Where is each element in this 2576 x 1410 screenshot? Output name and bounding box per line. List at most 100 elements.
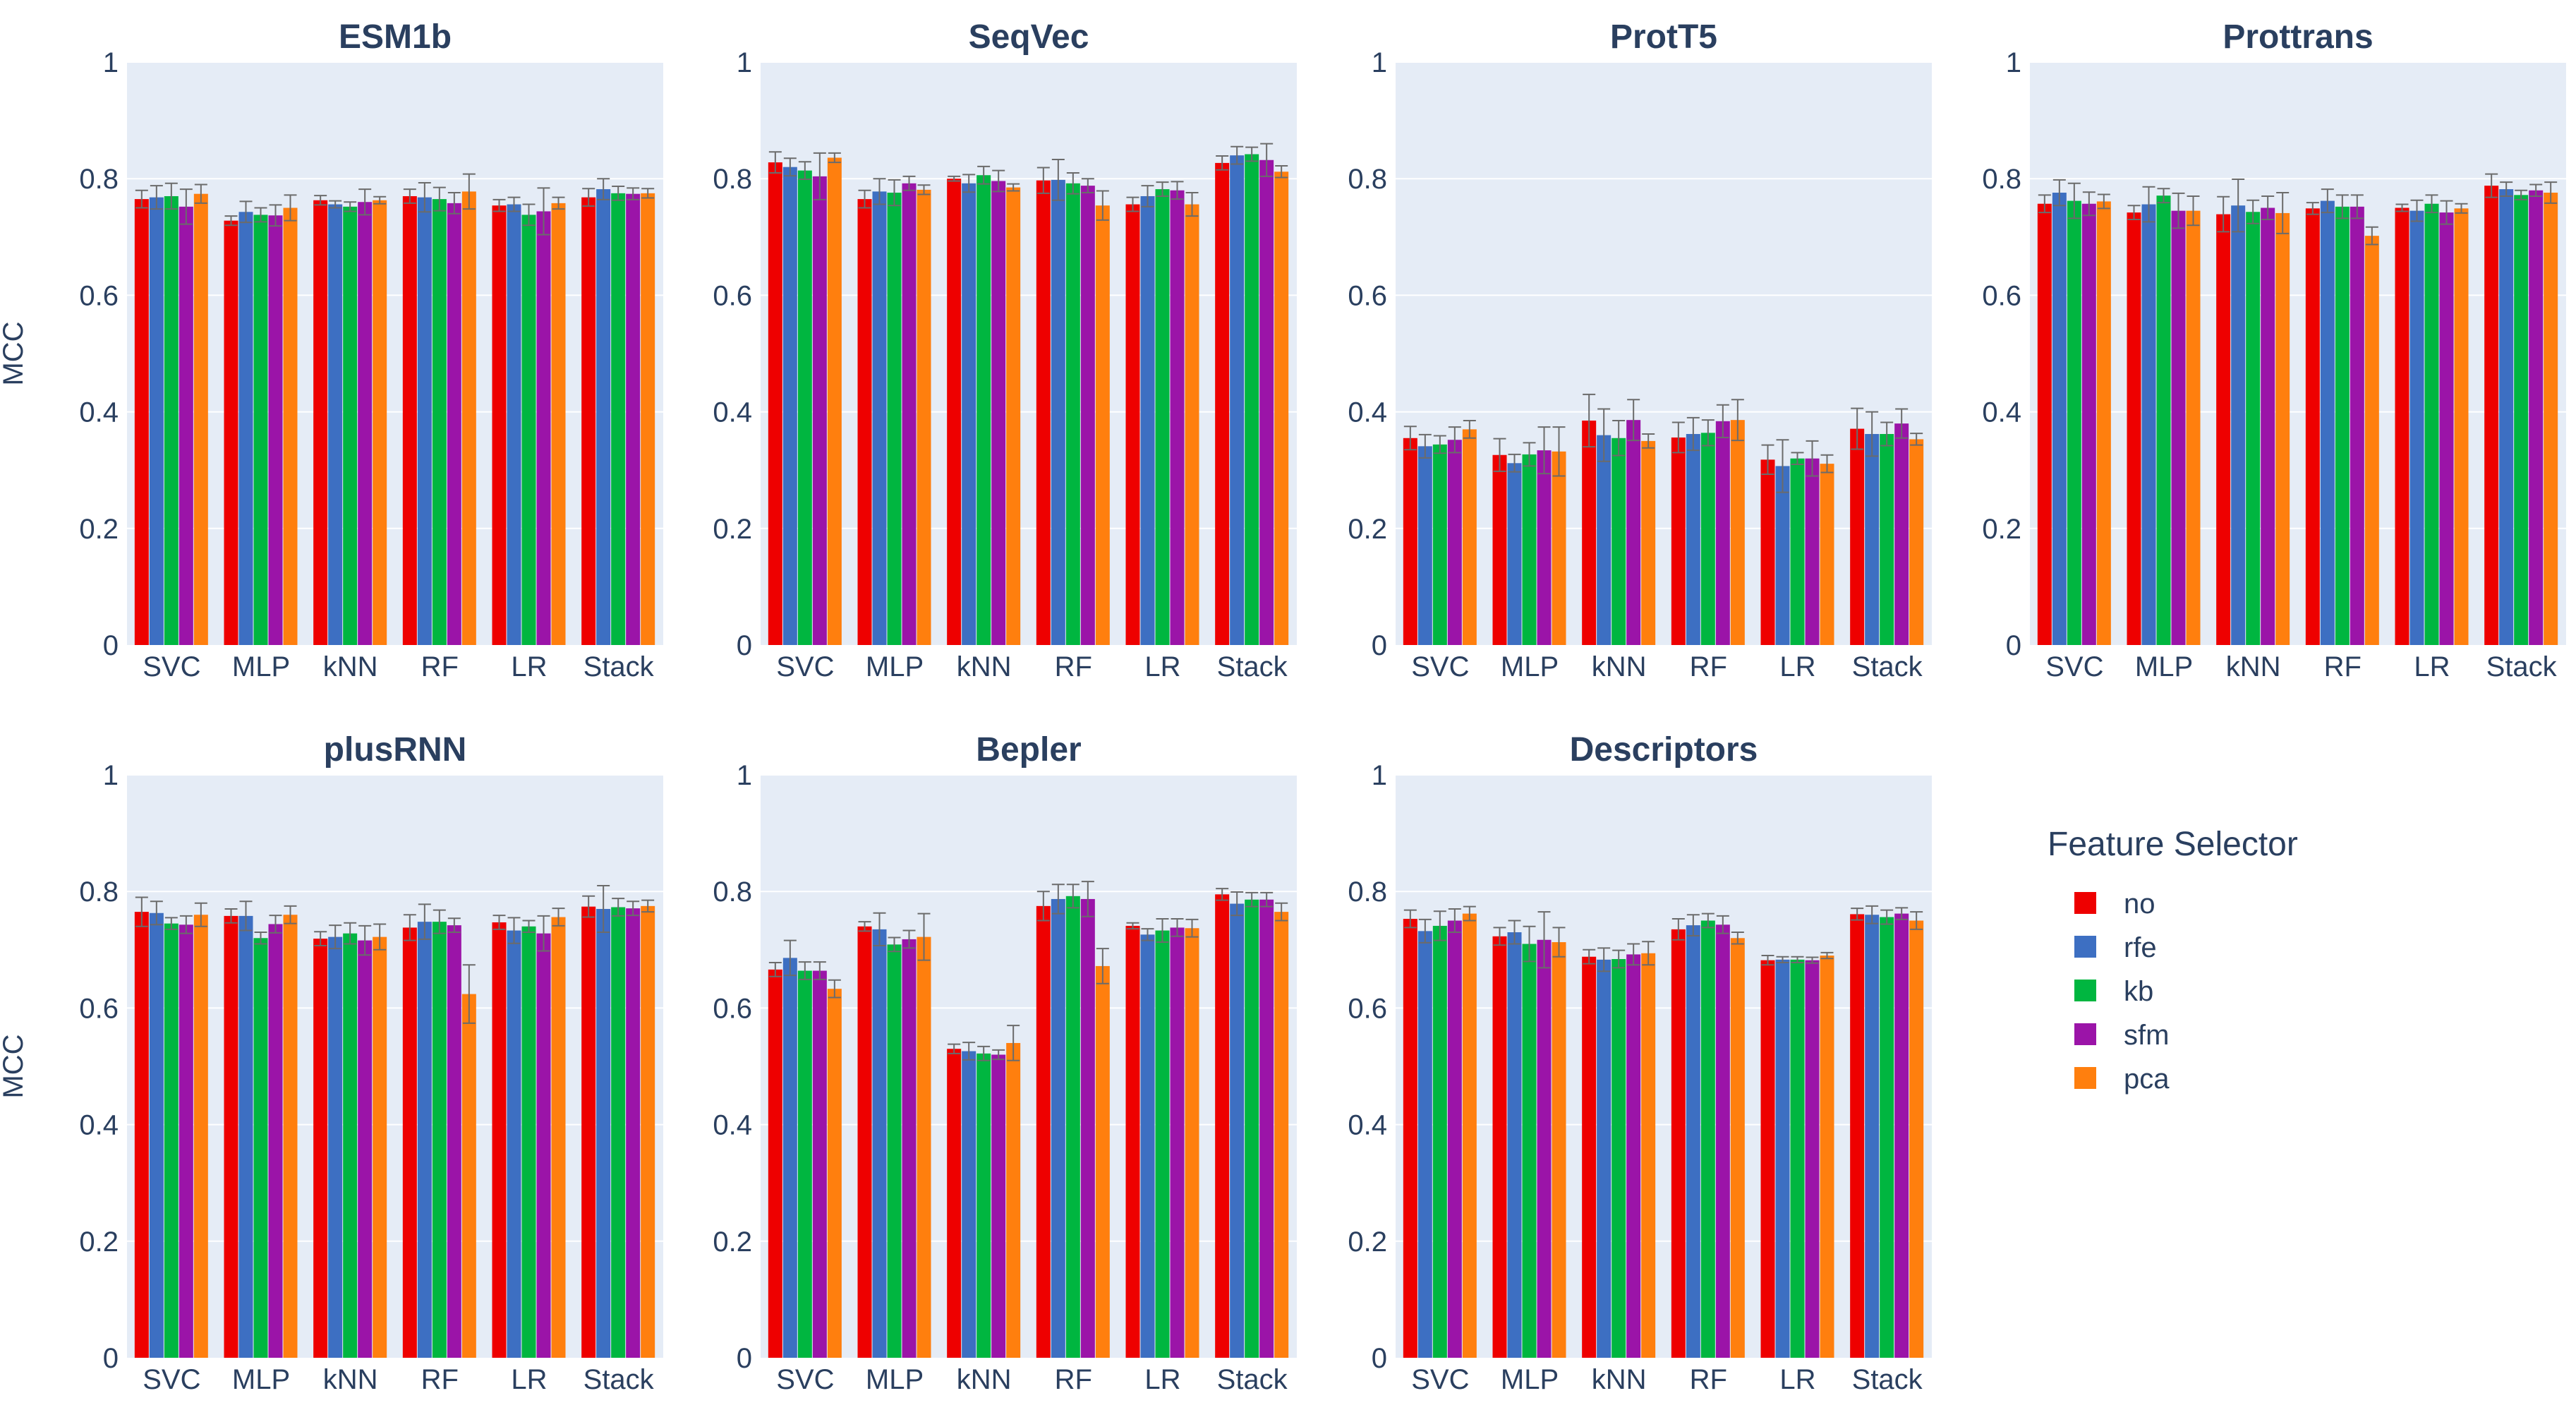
bar-rfe-knn	[1597, 959, 1611, 1358]
bar-rfe-mlp	[238, 915, 253, 1358]
error-bar	[373, 195, 387, 205]
error-bar	[1880, 421, 1894, 447]
error-bar	[164, 182, 178, 210]
error-bar	[612, 185, 625, 201]
bar-no-svc	[768, 969, 782, 1358]
bar-rfe-lr	[1140, 195, 1155, 646]
error-bar	[1686, 914, 1700, 936]
error-bar	[813, 961, 826, 980]
bar-sfm-stack	[2529, 190, 2544, 646]
error-bar	[1448, 908, 1461, 934]
bar-pca-svc	[1462, 913, 1477, 1358]
bar-kb-lr	[521, 926, 536, 1358]
error-bar	[224, 215, 238, 227]
panel-title: ESM1b	[339, 18, 452, 56]
x-tick-label: MLP	[2135, 651, 2193, 682]
error-bar	[627, 900, 640, 917]
bar-sfm-rf	[1715, 924, 1730, 1358]
bar-pca-mlp	[283, 207, 298, 645]
error-bar	[1761, 955, 1774, 966]
x-tick-label: kNN	[1592, 651, 1647, 682]
bar-sfm-knn	[358, 940, 373, 1358]
bar-no-knn	[947, 1049, 962, 1358]
bar-kb-lr	[2424, 203, 2439, 645]
y-tick-label: 0.6	[1348, 993, 1387, 1024]
bar-sfm-svc	[2081, 203, 2096, 645]
error-bar	[813, 152, 826, 200]
bar-rfe-lr	[1775, 466, 1790, 645]
bar-sfm-rf	[447, 203, 461, 646]
error-bar	[344, 201, 357, 212]
error-bar	[537, 915, 550, 952]
bar-sfm-lr	[1805, 960, 1820, 1358]
error-bar	[2485, 173, 2498, 198]
bar-no-mlp	[857, 199, 872, 645]
bar-rfe-rf	[1051, 179, 1065, 646]
bar-kb-rf	[432, 199, 447, 645]
legend-label-no: no	[2124, 888, 2155, 920]
error-bar	[1245, 146, 1259, 162]
y-tick-label: 0.4	[713, 397, 752, 428]
error-bar	[507, 196, 521, 212]
bar-sfm-lr	[536, 933, 551, 1358]
y-axis-title: MCC	[0, 1034, 29, 1098]
error-bar	[1612, 419, 1626, 457]
error-bar	[2217, 195, 2230, 233]
bar-no-svc	[134, 912, 149, 1358]
bar-kb-rf	[432, 922, 447, 1358]
bar-rfe-knn	[962, 1051, 976, 1358]
bar-rfe-stack	[596, 908, 611, 1358]
y-tick-label: 1	[737, 47, 752, 78]
bar-rfe-svc	[782, 958, 797, 1358]
bar-kb-stack	[2514, 195, 2529, 645]
error-bar	[1245, 891, 1259, 908]
y-tick-label: 1	[1372, 47, 1387, 78]
bar-no-svc	[1403, 919, 1417, 1358]
bar-kb-knn	[1611, 438, 1626, 645]
x-tick-label: LR	[1779, 651, 1815, 682]
bar-no-svc	[2037, 203, 2052, 645]
bar-kb-stack	[1245, 154, 1259, 645]
error-bar	[1508, 453, 1521, 473]
error-bar	[1141, 928, 1154, 941]
error-bar	[522, 203, 536, 227]
y-tick-label: 0.2	[713, 1227, 752, 1258]
y-tick-label: 0.8	[1348, 876, 1387, 908]
x-tick-label: kNN	[323, 1364, 378, 1395]
error-bar	[1051, 158, 1065, 201]
y-tick-label: 0.2	[1982, 514, 2021, 545]
error-bar	[2261, 195, 2275, 221]
y-tick-label: 0	[103, 630, 119, 661]
bar-pca-mlp	[1552, 942, 1566, 1358]
error-bar	[977, 165, 991, 185]
y-tick-label: 0.2	[1348, 514, 1387, 545]
error-bar	[1523, 442, 1536, 467]
error-bar	[2232, 179, 2245, 233]
error-bar	[962, 1042, 976, 1061]
y-tick-label: 0.4	[79, 397, 119, 428]
error-bar	[1716, 404, 1729, 438]
bar-pca-mlp	[283, 915, 298, 1358]
bar-kb-rf	[1065, 896, 1080, 1358]
bar-pca-stack	[1909, 920, 1924, 1358]
error-bar	[1156, 181, 1169, 197]
bar-rfe-rf	[1051, 898, 1065, 1358]
error-bar	[2395, 203, 2409, 212]
bar-no-lr	[492, 205, 507, 645]
error-bar	[1791, 956, 1804, 963]
bar-no-stack	[1215, 162, 1230, 645]
error-bar	[522, 920, 536, 934]
error-bar	[1463, 419, 1476, 439]
bar-sfm-mlp	[268, 215, 283, 645]
error-bar	[1418, 918, 1432, 944]
error-bar	[1081, 881, 1094, 917]
bar-pca-knn	[1641, 440, 1656, 645]
x-tick-label: Stack	[583, 1364, 655, 1395]
bar-kb-knn	[343, 206, 358, 645]
error-bar	[135, 189, 148, 209]
error-bar	[1731, 399, 1744, 442]
error-bar	[403, 188, 416, 204]
error-bar	[1126, 922, 1139, 930]
error-bar	[2455, 203, 2468, 214]
bar-sfm-knn	[358, 202, 373, 645]
